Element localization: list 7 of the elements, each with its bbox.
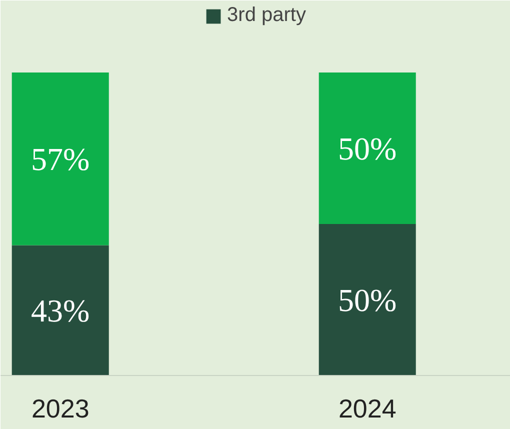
data-label: 43% (31, 292, 90, 328)
x-tick-label: 2023 (31, 394, 90, 424)
data-label: 57% (31, 140, 90, 177)
data-label: 50% (338, 130, 397, 166)
legend-label: 3rd party (227, 4, 306, 27)
x-tick-label: 2024 (338, 394, 396, 424)
data-label: 50% (338, 282, 397, 318)
